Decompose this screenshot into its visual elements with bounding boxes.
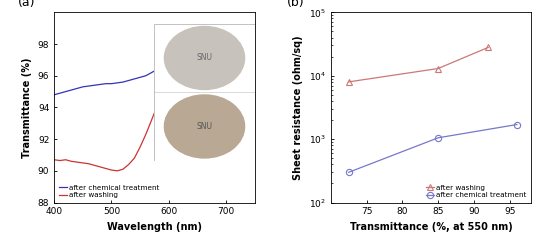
after chemical treatment [154,68,160,71]
after washing [102,167,109,170]
after chemical treatment [160,65,166,68]
Line: after washing: after washing [345,44,492,85]
after chemical treatment [345,171,352,174]
after chemical treatment [240,29,247,32]
after washing [108,168,115,171]
after chemical treatment [251,26,258,29]
after washing [114,169,120,172]
after chemical treatment [514,123,520,126]
after chemical treatment [228,35,235,38]
Text: (a): (a) [18,0,36,9]
after washing [485,46,492,49]
after chemical treatment [246,27,252,30]
after washing [345,81,352,83]
after washing [143,133,149,136]
after chemical treatment [74,87,80,90]
after washing [234,32,241,35]
after washing [97,165,104,168]
Legend: after washing, after chemical treatment: after washing, after chemical treatment [425,184,527,199]
after chemical treatment [102,82,109,85]
X-axis label: Wavelength (nm): Wavelength (nm) [107,222,202,232]
after washing [131,157,138,160]
after chemical treatment [217,41,223,44]
after washing [211,41,218,44]
after chemical treatment [200,46,207,49]
after washing [165,79,172,82]
after washing [189,50,195,53]
after chemical treatment [234,31,241,34]
after chemical treatment [171,59,178,62]
after chemical treatment [80,85,86,88]
Y-axis label: Sheet resistance (ohm/sq): Sheet resistance (ohm/sq) [293,35,303,180]
after chemical treatment [435,136,441,139]
after washing [85,162,92,165]
after washing [154,104,160,107]
after washing [149,119,155,122]
after washing [160,90,166,93]
after washing [183,55,189,58]
after washing [51,158,57,161]
after washing [177,62,183,64]
after washing [171,69,178,72]
after washing [435,67,441,70]
after washing [80,162,86,165]
after chemical treatment [223,38,229,41]
after chemical treatment [57,92,63,95]
after chemical treatment [85,84,92,87]
Y-axis label: Transmittance (%): Transmittance (%) [22,57,33,158]
after chemical treatment [91,84,98,87]
after chemical treatment [62,90,69,93]
after washing [240,30,247,33]
after chemical treatment [68,88,75,91]
after chemical treatment [177,55,183,58]
after chemical treatment [165,62,172,64]
X-axis label: Transmittance (%, at 550 nm): Transmittance (%, at 550 nm) [350,222,512,232]
after chemical treatment [189,50,195,53]
after washing [194,47,201,50]
after washing [68,160,75,163]
after washing [74,161,80,164]
after washing [251,27,258,30]
after chemical treatment [125,79,132,82]
Line: after chemical treatment: after chemical treatment [54,27,255,95]
after washing [246,28,252,31]
after chemical treatment [131,78,138,81]
after washing [62,158,69,161]
after chemical treatment [149,71,155,74]
after chemical treatment [211,43,218,46]
after chemical treatment [205,44,212,47]
after chemical treatment [51,93,57,96]
after chemical treatment [108,82,115,85]
after washing [223,38,229,41]
after chemical treatment [97,83,104,86]
after washing [137,145,143,148]
after chemical treatment [114,82,120,84]
after washing [217,40,223,42]
after washing [125,163,132,166]
Legend: after chemical treatment, after washing: after chemical treatment, after washing [58,184,160,199]
after washing [205,42,212,45]
after washing [120,168,126,171]
after washing [228,35,235,38]
after chemical treatment [183,52,189,55]
after chemical treatment [194,47,201,50]
after chemical treatment [143,74,149,77]
after chemical treatment [120,81,126,83]
after washing [91,164,98,167]
Text: (b): (b) [287,0,304,9]
after washing [200,44,207,47]
after washing [57,159,63,162]
Line: after chemical treatment: after chemical treatment [345,122,520,175]
Line: after washing: after washing [54,28,255,171]
after chemical treatment [137,76,143,79]
